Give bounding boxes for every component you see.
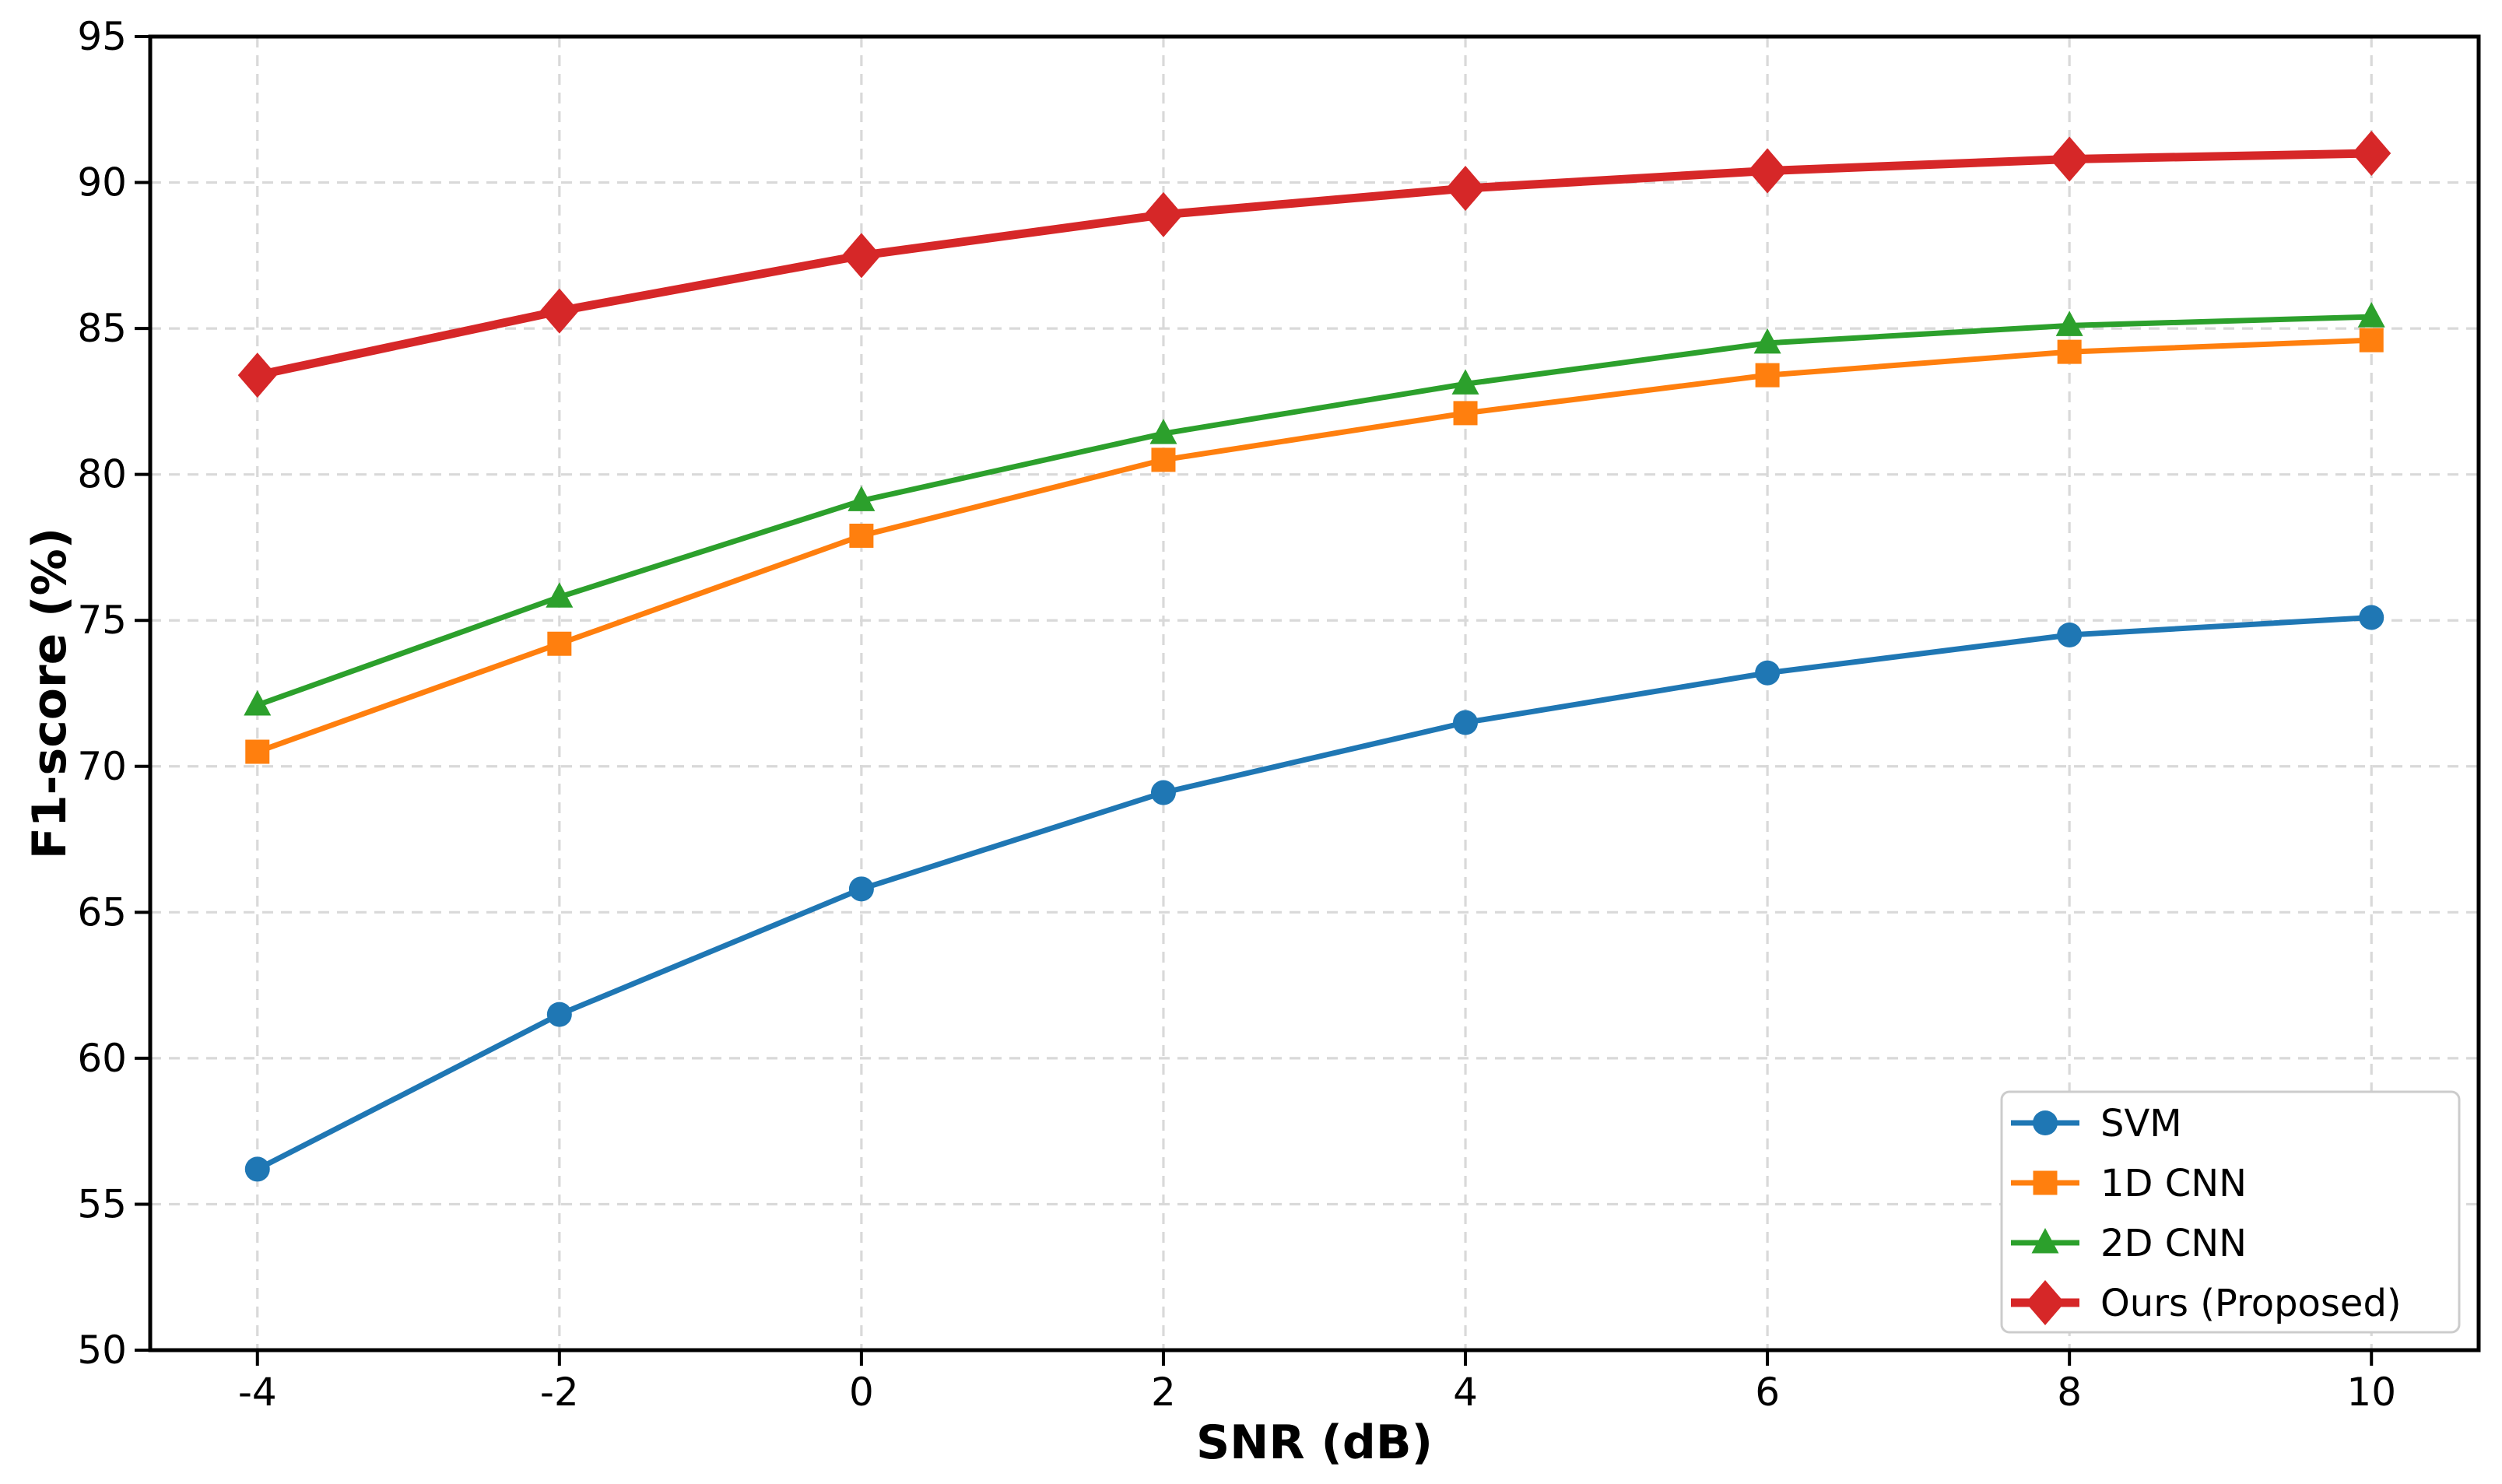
triangle-marker xyxy=(847,486,876,511)
series-ours-proposed- xyxy=(237,131,2391,398)
y-tick-label: 85 xyxy=(77,306,127,351)
y-tick-label: 55 xyxy=(77,1181,127,1226)
diamond-marker xyxy=(1143,191,1183,237)
x-tick-label: 0 xyxy=(849,1370,874,1415)
x-tick-label: 6 xyxy=(1755,1370,1780,1415)
y-tick-label: 50 xyxy=(77,1328,127,1373)
diamond-marker xyxy=(539,288,579,334)
series-svm xyxy=(244,605,2384,1182)
y-tick-label: 75 xyxy=(77,598,127,643)
legend-triangle-marker xyxy=(2031,1228,2059,1254)
y-tick-labels: 50 55 60 65 70 75 80 85 90 95 xyxy=(77,14,127,1373)
plot-border xyxy=(148,34,2481,1352)
circle-marker xyxy=(244,1156,270,1182)
x-tick-label: 10 xyxy=(2346,1370,2396,1415)
diamond-marker xyxy=(2352,131,2391,177)
y-tick-label: 60 xyxy=(77,1036,127,1081)
x-tick-label: -2 xyxy=(540,1370,579,1415)
triangle-marker xyxy=(1451,369,1479,395)
triangle-marker xyxy=(546,582,574,608)
circle-marker xyxy=(2057,622,2083,647)
x-tick-label: 8 xyxy=(2057,1370,2082,1415)
diamond-marker xyxy=(1446,166,1486,212)
square-marker xyxy=(1755,363,1780,388)
legend-item: Ours (Proposed) xyxy=(2011,1280,2402,1325)
legend-item: 2D CNN xyxy=(2011,1222,2247,1265)
data-series xyxy=(237,131,2391,1182)
legend-item-label: 2D CNN xyxy=(2100,1222,2247,1265)
diamond-marker xyxy=(1748,148,1788,194)
y-tick-label: 80 xyxy=(77,452,127,497)
square-marker xyxy=(1453,401,1478,426)
series-1d-cnn xyxy=(245,328,2384,764)
x-tick-label: 4 xyxy=(1453,1370,1478,1415)
series-line xyxy=(254,614,2374,1172)
y-tick-label: 70 xyxy=(77,744,127,789)
tick-marks xyxy=(135,35,2374,1366)
legend-square-marker xyxy=(2033,1170,2058,1195)
x-tick-labels: -4 -2 0 2 4 6 8 10 xyxy=(238,1370,2396,1415)
y-tick-label: 65 xyxy=(77,889,127,935)
diamond-marker xyxy=(237,353,277,398)
series-line xyxy=(254,314,2374,708)
square-marker xyxy=(849,523,874,548)
y-tick-label: 95 xyxy=(77,14,127,59)
series-2d-cnn xyxy=(244,302,2385,716)
x-tick-label: 2 xyxy=(1151,1370,1176,1415)
legend-item-label: SVM xyxy=(2100,1102,2182,1145)
square-marker xyxy=(2359,328,2384,353)
axes-spines xyxy=(148,34,2481,1352)
legend-diamond-marker xyxy=(2026,1280,2065,1325)
legend-frame xyxy=(2000,1090,2461,1334)
diamond-marker xyxy=(841,233,881,279)
x-tick-label: -4 xyxy=(238,1370,277,1415)
legend-circle-marker xyxy=(2033,1110,2058,1135)
legend-item-label: Ours (Proposed) xyxy=(2100,1282,2402,1325)
series-line xyxy=(253,149,2376,380)
legend-item: 1D CNN xyxy=(2011,1162,2247,1205)
circle-marker xyxy=(1453,710,1479,735)
y-axis-label: F1-score (%) xyxy=(23,528,77,859)
triangle-marker xyxy=(244,690,272,716)
square-marker xyxy=(547,631,572,656)
legend-item: SVM xyxy=(2011,1102,2182,1145)
square-marker xyxy=(245,739,270,764)
x-axis-label: SNR (dB) xyxy=(1196,1416,1433,1470)
square-marker xyxy=(1151,447,1176,472)
series-line xyxy=(254,337,2374,755)
diamond-marker xyxy=(2050,136,2090,182)
y-tick-label: 90 xyxy=(77,160,127,205)
circle-marker xyxy=(2359,605,2384,630)
legend: SVM 1D CNN 2D CNN Ours (Proposed) xyxy=(2000,1090,2461,1334)
triangle-marker xyxy=(2055,310,2083,336)
triangle-marker xyxy=(1149,419,1177,444)
triangle-marker xyxy=(2357,302,2385,328)
circle-marker xyxy=(848,876,874,902)
square-marker xyxy=(2057,339,2082,364)
circle-marker xyxy=(546,1002,572,1027)
legend-item-label: 1D CNN xyxy=(2100,1162,2247,1205)
circle-marker xyxy=(1755,660,1781,686)
circle-marker xyxy=(1150,780,1176,805)
triangle-marker xyxy=(1753,328,1781,354)
